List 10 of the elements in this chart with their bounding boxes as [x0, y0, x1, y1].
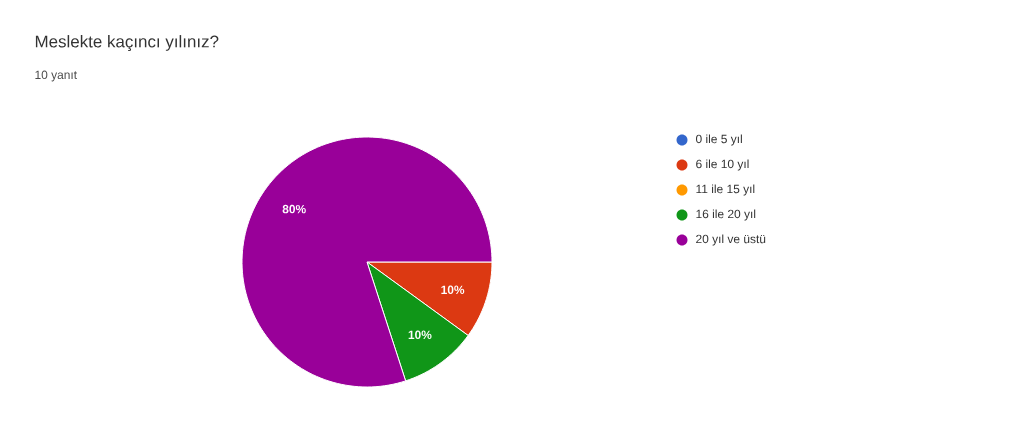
text: 10 yanıt: [35, 70, 77, 82]
legend-label: 16 ile 20 yıl: [696, 209, 756, 221]
data-label: 80%: [282, 204, 306, 214]
legend-label: 6 ile 10 yıl: [696, 159, 749, 171]
data-label: 10%: [408, 330, 432, 340]
legend-label: 20 yıl ve üstü: [696, 234, 766, 246]
data-label: 10%: [441, 285, 465, 295]
chart-title: Meslekte kaçıncı yılınız?: [35, 35, 219, 51]
legend-label: 0 ile 5 yıl: [695, 134, 742, 146]
legend-label: 11 ile 15 yıl: [696, 184, 755, 196]
